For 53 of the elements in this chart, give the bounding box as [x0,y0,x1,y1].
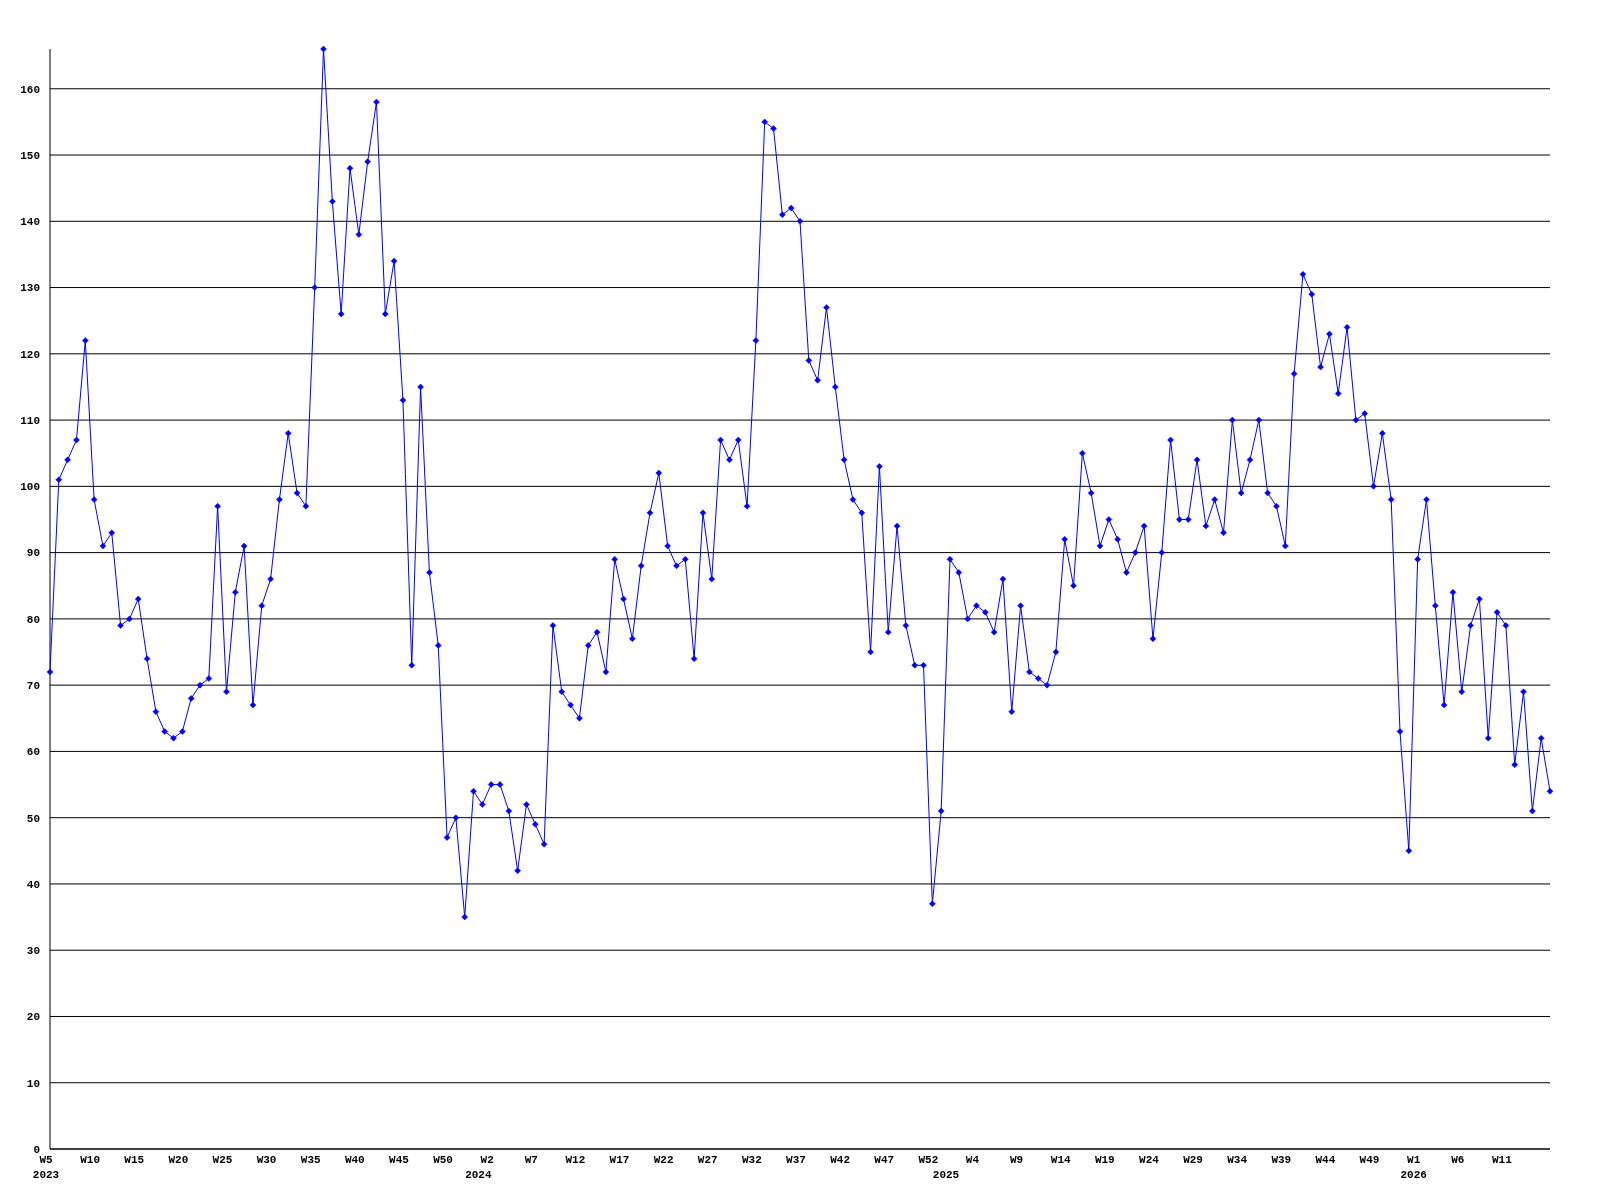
x-tick-label: W52 [918,1154,939,1166]
y-tick-label: 10 [26,1077,40,1090]
y-tick-label: 120 [20,348,40,361]
x-tick-label: W27 [697,1154,718,1166]
x-tick-label: W2 [480,1154,494,1166]
y-tick-label: 40 [26,878,40,891]
y-tick-label: 150 [20,149,40,162]
x-tick-label: W49 [1359,1154,1380,1166]
x-tick-label: W39 [1271,1154,1292,1166]
x-tick-label: W40 [344,1154,365,1166]
x-tick-label: W25 [212,1154,233,1166]
x-tick-label: W37 [786,1154,806,1166]
x-tick-label: W11 [1491,1154,1513,1166]
x-tick-label: W45 [389,1154,410,1166]
y-tick-label: 30 [26,945,40,958]
x-tick-label: W1 2026 [1400,1154,1427,1181]
y-tick-label: 160 [20,83,40,96]
x-tick-label: W24 [1139,1154,1160,1166]
y-tick-label: 90 [26,547,40,560]
x-tick-label: W35 [300,1154,321,1166]
y-tick-label: 60 [26,746,40,759]
x-tick-label: W19 [1094,1154,1115,1166]
x-tick-label: W9 [1009,1154,1024,1166]
y-tick-label: 100 [20,481,40,494]
x-tick-label: W29 [1183,1154,1203,1166]
x-tick-label: W20 [168,1154,189,1166]
x-tick-label: W22 [653,1154,674,1166]
x-tick-label: W7 [524,1154,538,1166]
x-tick-label: W44 [1315,1154,1336,1166]
x-tick-label: W12 [565,1154,586,1166]
x-tick-label: W50 [433,1154,453,1166]
x-tick-label: 2024 [465,1169,492,1181]
x-tick-label: W4 [965,1154,980,1166]
x-tick-label: W6 [1451,1154,1465,1166]
x-tick-label: W47 [874,1154,895,1166]
x-tick-label: W17 [609,1154,630,1166]
y-tick-label: 130 [20,282,40,295]
y-tick-label: 20 [26,1011,40,1024]
y-tick-label: 140 [20,216,40,229]
x-tick-label: 2025 [932,1169,960,1181]
x-tick-label: W10 [80,1154,101,1166]
x-tick-label: W5 2023 [32,1154,60,1181]
x-tick-label: W32 [741,1154,762,1166]
y-tick-label: 110 [20,414,40,427]
x-tick-label: W30 [256,1154,277,1166]
x-tick-label: W14 [1050,1154,1071,1166]
y-tick-label: 80 [26,613,40,626]
x-tick-label: W15 [124,1154,145,1166]
x-tick-label: W34 [1227,1154,1248,1166]
y-tick-label: 70 [26,679,40,692]
y-tick-label: 50 [26,812,40,825]
y-tick-label: 0 [33,1143,40,1156]
x-tick-label: W42 [830,1154,851,1166]
